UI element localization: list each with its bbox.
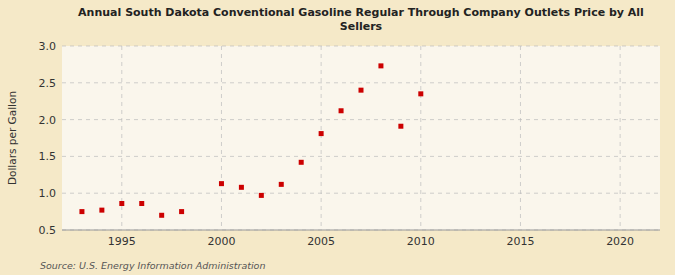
point: [239, 185, 244, 190]
x-grid-line: [520, 46, 521, 230]
y-tick-label: 0.5: [39, 224, 57, 237]
chart: 1995 2000 2005 2010 2015 2020 0.5 1.0 1.5 2.0 2.5 3…: [0, 0, 675, 275]
point: [378, 63, 383, 68]
y-grid-line: [62, 193, 660, 194]
x-grid-line: [321, 46, 322, 230]
x-axis-line: [62, 230, 660, 231]
point: [179, 209, 184, 214]
y-tick-label: 2.0: [39, 114, 57, 127]
title-line: Sellers: [340, 20, 383, 33]
y-axis-label: Dollars per Gallon: [6, 91, 18, 185]
x-tick-label: 2010: [407, 235, 435, 248]
point: [119, 201, 124, 206]
x-grid-line: [420, 46, 421, 230]
point: [418, 91, 423, 96]
x-tick-label: 1995: [108, 235, 136, 248]
background: [0, 0, 675, 275]
title-line: Annual South Dakota Conventional Gasolin…: [78, 6, 644, 19]
point: [398, 124, 403, 129]
point: [359, 88, 364, 93]
y-tick-label: 2.5: [39, 77, 57, 90]
y-tick-label: 1.5: [39, 150, 57, 163]
point: [79, 209, 84, 214]
source: Source: U.S. Energy Information Administ…: [40, 260, 265, 271]
x-tick-label: 2000: [207, 235, 235, 248]
x-tick-label: 2015: [506, 235, 534, 248]
point: [279, 182, 284, 187]
tick-labels: 1995 2000 2005 2010 2015 2020 0.5 1.0 1.5 2.0 2.5 3…: [39, 40, 635, 248]
points: [79, 63, 423, 217]
point: [219, 181, 224, 186]
title: Annual South Dakota Conventional Gasolin…: [78, 6, 644, 33]
x-tick-label: 2020: [606, 235, 634, 248]
y-tick-label: 3.0: [39, 40, 57, 53]
point: [339, 108, 344, 113]
x-grid-line: [620, 46, 621, 230]
point: [139, 201, 144, 206]
y-grid-line: [62, 119, 660, 120]
y-grid-line: [62, 156, 660, 157]
point: [99, 208, 104, 213]
y-grid-line: [62, 46, 660, 47]
y-grid-line: [62, 82, 660, 83]
point: [259, 193, 264, 198]
plot-background: [62, 46, 660, 230]
y-tick-label: 1.0: [39, 187, 57, 200]
y-grid-line: [62, 230, 660, 231]
grid: [62, 46, 660, 230]
point: [159, 213, 164, 218]
point: [299, 160, 304, 165]
x-tick-label: 2005: [307, 235, 335, 248]
x-grid-line: [221, 46, 222, 230]
point: [319, 131, 324, 136]
